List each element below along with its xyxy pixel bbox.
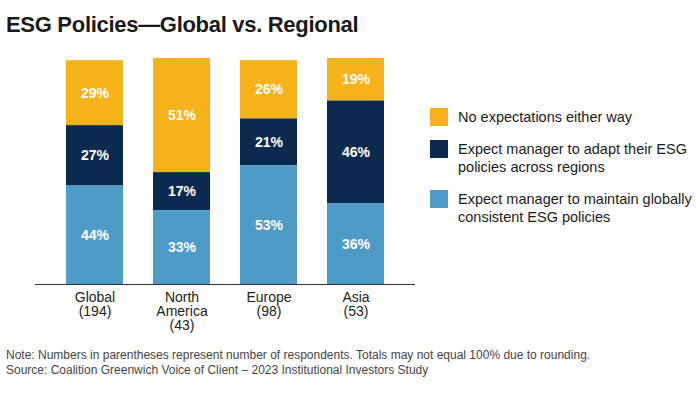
- svg-text:26%: 26%: [255, 81, 284, 97]
- html-text:Expect manager to maintain glo: Expect manager to maintain globally cons…: [458, 191, 692, 225]
- svg-text:27%: 27%: [81, 147, 110, 163]
- svg-text:51%: 51%: [168, 107, 197, 123]
- html-text:Source: Coalition Greenwich Vo: Source: Coalition Greenwich Voice of Cli…: [6, 363, 429, 377]
- svg-text:Asia(53): Asia(53): [342, 289, 369, 319]
- svg-text:NorthAmerica(43): NorthAmerica(43): [156, 289, 208, 333]
- html-text:No expectations either way: No expectations either way: [458, 109, 633, 125]
- svg-text:44%: 44%: [81, 227, 110, 243]
- svg-text:17%: 17%: [168, 183, 197, 199]
- svg-text:19%: 19%: [342, 71, 371, 87]
- svg-text:Global(194): Global(194): [75, 289, 115, 319]
- svg-text:21%: 21%: [255, 134, 284, 150]
- html-text:ESG Policies—Global vs. Region: ESG Policies—Global vs. Regional: [6, 12, 359, 37]
- svg-text:53%: 53%: [255, 217, 284, 233]
- html-text:Note: Numbers in parentheses r: Note: Numbers in parentheses represent n…: [6, 348, 591, 362]
- svg-text:29%: 29%: [81, 85, 110, 101]
- svg-text:36%: 36%: [342, 236, 371, 252]
- html-text:Expect manager to adapt their: Expect manager to adapt their ESG polici…: [458, 141, 687, 175]
- svg-text:33%: 33%: [168, 239, 197, 255]
- svg-text:46%: 46%: [342, 144, 371, 160]
- svg-text:Europe(98): Europe(98): [246, 289, 291, 319]
